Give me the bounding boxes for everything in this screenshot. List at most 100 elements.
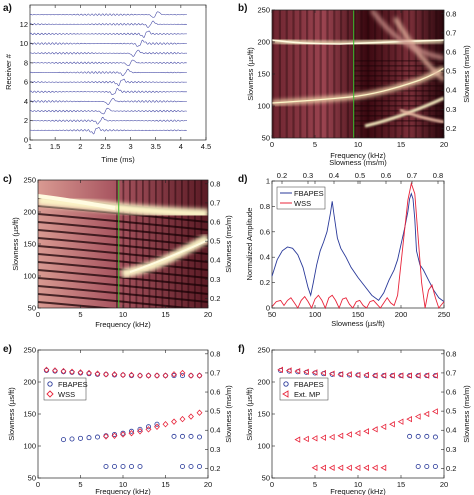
point-fbapes <box>432 434 438 440</box>
point-extmp <box>371 372 378 379</box>
x-tick-label: 0 <box>270 140 274 149</box>
y2-tick-label: 0.3 <box>210 275 220 284</box>
y-tick-label: 2 <box>24 116 28 125</box>
trace-line <box>29 39 187 47</box>
point-wss <box>179 369 186 377</box>
heat-stripe <box>394 10 397 138</box>
point-wss <box>137 372 143 379</box>
y2-label-b: Slowness (ms/m) <box>462 45 471 103</box>
point-extmp <box>354 371 361 379</box>
heat-stripe <box>408 10 411 138</box>
heat-stripe <box>354 125 444 127</box>
axes-d: 50 100 150 200 250 0 0.2 0.4 0.6 0.8 1 0.2 0.3 0.4 0.5… <box>260 171 451 319</box>
point-wss <box>162 421 169 428</box>
point-extmp <box>337 464 344 471</box>
point-fbapes <box>86 435 92 441</box>
panel-a: a) 1 1.5 2 2.5 3 3.5 4 4.5 0 2 4 6 8 10 12 Time (ms) R… <box>3 3 211 164</box>
point-wss <box>196 372 203 379</box>
point-fbapes <box>137 426 143 432</box>
y-tick-label: 4 <box>24 97 28 106</box>
point-wss <box>111 432 118 439</box>
y2-tick-label: 0.6 <box>446 388 456 397</box>
y2-tick-label: 0.4 <box>446 86 456 95</box>
point-extmp <box>354 464 361 471</box>
point-fbapes <box>188 463 194 469</box>
traces <box>29 11 187 135</box>
point-fbapes <box>179 463 185 469</box>
x2-tick-label: 0.6 <box>381 171 391 180</box>
x-tick-label: 0 <box>270 480 274 489</box>
point-wss <box>179 415 186 423</box>
heat-stripe <box>354 95 444 97</box>
point-fbapes <box>171 433 177 439</box>
panel-b: b) 0 5 10 15 20 50 100 150 200 250 0.2 0.3 0.4 0.5 0.6… <box>238 3 471 160</box>
point-fbapes <box>128 428 134 434</box>
heatmap-c <box>38 180 208 308</box>
panel-d: d) 50 100 150 200 250 0 0.2 0.4 0.6 0.8 1 0.2 0.3 0.4… <box>238 158 450 328</box>
y-tick-label: 0.6 <box>260 227 270 236</box>
panel-label-f: f) <box>238 344 245 355</box>
x-tick-label: 20 <box>204 310 212 319</box>
point-extmp <box>423 410 430 418</box>
heat-stripe <box>38 221 208 239</box>
y-tick-label: 50 <box>262 474 270 483</box>
y-tick-label: 200 <box>257 378 270 387</box>
trace-line <box>29 59 187 66</box>
y-label-e: Slowness (µs/ft) <box>7 387 16 441</box>
point-extmp <box>380 464 387 471</box>
point-wss <box>60 367 67 375</box>
heat-stripe <box>38 213 208 231</box>
y-tick-label: 8 <box>24 58 28 67</box>
series-line-wss <box>271 181 445 310</box>
x2-tick-label: 0.4 <box>329 171 339 180</box>
y-tick-label: 250 <box>23 176 36 185</box>
heat-stripe <box>38 301 116 308</box>
heat-stripe <box>38 261 208 279</box>
y-tick-label: 0 <box>266 304 270 313</box>
heat-stripe <box>353 10 356 138</box>
heat-stripe <box>285 10 288 138</box>
heat-stripe <box>354 90 444 92</box>
point-fbapes <box>78 435 84 441</box>
x-tick-label: 5 <box>78 480 82 489</box>
point-wss <box>154 423 160 430</box>
x-tick-label: 150 <box>352 310 365 319</box>
x-tick-label: 4.5 <box>201 142 211 151</box>
y-tick-label: 150 <box>23 240 36 249</box>
point-extmp <box>311 369 318 376</box>
heat-stripe <box>299 10 302 138</box>
panel-label-e: e) <box>3 344 12 355</box>
point-wss <box>188 372 194 379</box>
heat-stripe <box>292 10 295 138</box>
y2-tick-label: 0.3 <box>446 105 456 114</box>
point-fbapes <box>196 434 202 440</box>
heat-stripe <box>38 245 208 263</box>
axes-b: 0 5 10 15 20 50 100 150 200 250 0.2 0.3 0.4 0.5 0.6 0.7… <box>257 6 456 150</box>
point-extmp <box>294 367 301 375</box>
point-fbapes <box>137 463 143 469</box>
y-tick-label: 0.8 <box>260 202 270 211</box>
heat-stripe <box>354 110 444 112</box>
series-line-fbapes <box>271 192 445 302</box>
y2-tick-label: 0.5 <box>446 67 456 76</box>
y2-tick-label: 0.4 <box>446 426 456 435</box>
trace-line <box>29 30 187 38</box>
x2-tick-label: 0.3 <box>303 171 313 180</box>
y2-tick-label: 0.4 <box>210 256 220 265</box>
x-tick-label: 15 <box>161 310 169 319</box>
x-tick-label: 10 <box>119 480 127 489</box>
heat-stripe <box>174 180 177 308</box>
heat-stripe <box>135 180 138 308</box>
panel-label-b: b) <box>238 3 247 14</box>
x2-tick-label: 0.8 <box>433 171 443 180</box>
point-wss <box>128 371 135 379</box>
x-tick-label: 1.5 <box>50 142 60 151</box>
y-tick-label: 100 <box>23 272 36 281</box>
trace-line <box>29 98 187 105</box>
legend-e: FBAPES WSS <box>43 377 88 401</box>
heat-stripe <box>116 180 118 308</box>
heat-stripe <box>319 10 322 138</box>
point-wss <box>120 371 126 379</box>
x-tick-label: 20 <box>440 140 448 149</box>
x-tick-label: 2 <box>78 142 82 151</box>
